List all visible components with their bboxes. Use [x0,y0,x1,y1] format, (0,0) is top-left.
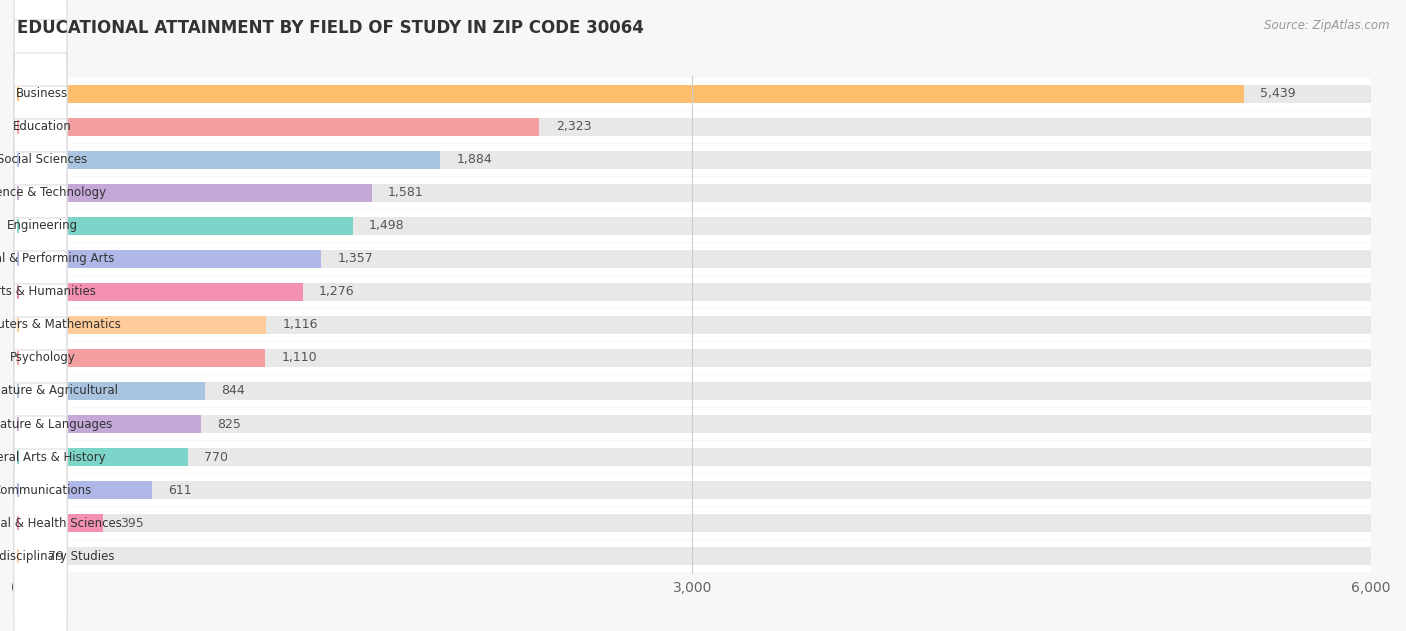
Text: EDUCATIONAL ATTAINMENT BY FIELD OF STUDY IN ZIP CODE 30064: EDUCATIONAL ATTAINMENT BY FIELD OF STUDY… [17,19,644,37]
Text: Computers & Mathematics: Computers & Mathematics [0,319,121,331]
FancyBboxPatch shape [14,449,67,631]
Bar [14,250,1371,268]
Text: Literature & Languages: Literature & Languages [0,418,112,430]
Bar [14,85,1371,103]
Bar [14,184,371,202]
Bar [14,316,1371,334]
FancyBboxPatch shape [14,20,67,234]
Text: Social Sciences: Social Sciences [0,153,87,167]
Text: Business: Business [17,87,69,100]
FancyBboxPatch shape [14,350,67,564]
FancyBboxPatch shape [11,177,1374,209]
FancyBboxPatch shape [11,375,1374,407]
Text: Physical & Health Sciences: Physical & Health Sciences [0,517,122,529]
Bar [14,118,1371,136]
Bar [14,217,1371,235]
Text: Source: ZipAtlas.com: Source: ZipAtlas.com [1264,19,1389,32]
FancyBboxPatch shape [14,53,67,267]
Bar [14,514,1371,532]
Text: 825: 825 [217,418,240,430]
FancyBboxPatch shape [14,317,67,531]
FancyBboxPatch shape [14,185,67,399]
Bar [14,415,1371,433]
Bar [14,382,205,400]
Bar [14,151,440,169]
Text: Arts & Humanities: Arts & Humanities [0,285,96,298]
FancyBboxPatch shape [14,416,67,630]
FancyBboxPatch shape [11,78,1374,110]
Text: 79: 79 [48,550,65,563]
Text: Liberal Arts & History: Liberal Arts & History [0,451,105,464]
Text: Multidisciplinary Studies: Multidisciplinary Studies [0,550,114,563]
Bar [14,316,266,334]
FancyBboxPatch shape [14,218,67,432]
FancyBboxPatch shape [11,342,1374,374]
Bar [14,448,1371,466]
Text: Education: Education [13,121,72,133]
Text: 1,357: 1,357 [337,252,373,266]
Bar [14,349,1371,367]
Bar [14,250,321,268]
FancyBboxPatch shape [11,243,1374,274]
FancyBboxPatch shape [11,507,1374,539]
FancyBboxPatch shape [14,86,67,300]
Text: Bio, Nature & Agricultural: Bio, Nature & Agricultural [0,384,118,398]
Text: 844: 844 [221,384,245,398]
Text: 1,110: 1,110 [281,351,316,365]
FancyBboxPatch shape [11,474,1374,506]
Bar [14,481,152,499]
FancyBboxPatch shape [11,540,1374,572]
Text: 770: 770 [204,451,228,464]
Bar [14,217,353,235]
Text: 611: 611 [169,483,193,497]
FancyBboxPatch shape [14,119,67,333]
Bar [14,184,1371,202]
Bar [14,547,32,565]
Bar [14,85,1244,103]
FancyBboxPatch shape [11,210,1374,242]
Text: 1,276: 1,276 [319,285,354,298]
FancyBboxPatch shape [14,383,67,597]
Bar [14,481,1371,499]
Text: Psychology: Psychology [10,351,76,365]
Text: 2,323: 2,323 [555,121,591,133]
Bar [14,448,188,466]
Bar [14,283,1371,301]
Text: 1,581: 1,581 [388,186,423,199]
FancyBboxPatch shape [14,152,67,366]
Bar [14,547,1371,565]
Bar [14,283,302,301]
Bar [14,382,1371,400]
FancyBboxPatch shape [11,408,1374,440]
Text: 1,884: 1,884 [457,153,492,167]
Bar [14,415,201,433]
FancyBboxPatch shape [14,0,67,201]
FancyBboxPatch shape [11,441,1374,473]
FancyBboxPatch shape [11,144,1374,176]
Text: 1,116: 1,116 [283,319,318,331]
Text: Science & Technology: Science & Technology [0,186,107,199]
FancyBboxPatch shape [11,309,1374,341]
Text: 1,498: 1,498 [370,220,405,232]
Text: Visual & Performing Arts: Visual & Performing Arts [0,252,114,266]
Bar [14,151,1371,169]
FancyBboxPatch shape [14,284,67,498]
Bar [14,514,104,532]
Bar [14,118,540,136]
Text: 395: 395 [120,517,143,529]
Text: Communications: Communications [0,483,91,497]
Text: 5,439: 5,439 [1260,87,1296,100]
Text: Engineering: Engineering [7,220,77,232]
Bar [14,349,266,367]
FancyBboxPatch shape [14,251,67,465]
FancyBboxPatch shape [11,111,1374,143]
FancyBboxPatch shape [11,276,1374,308]
